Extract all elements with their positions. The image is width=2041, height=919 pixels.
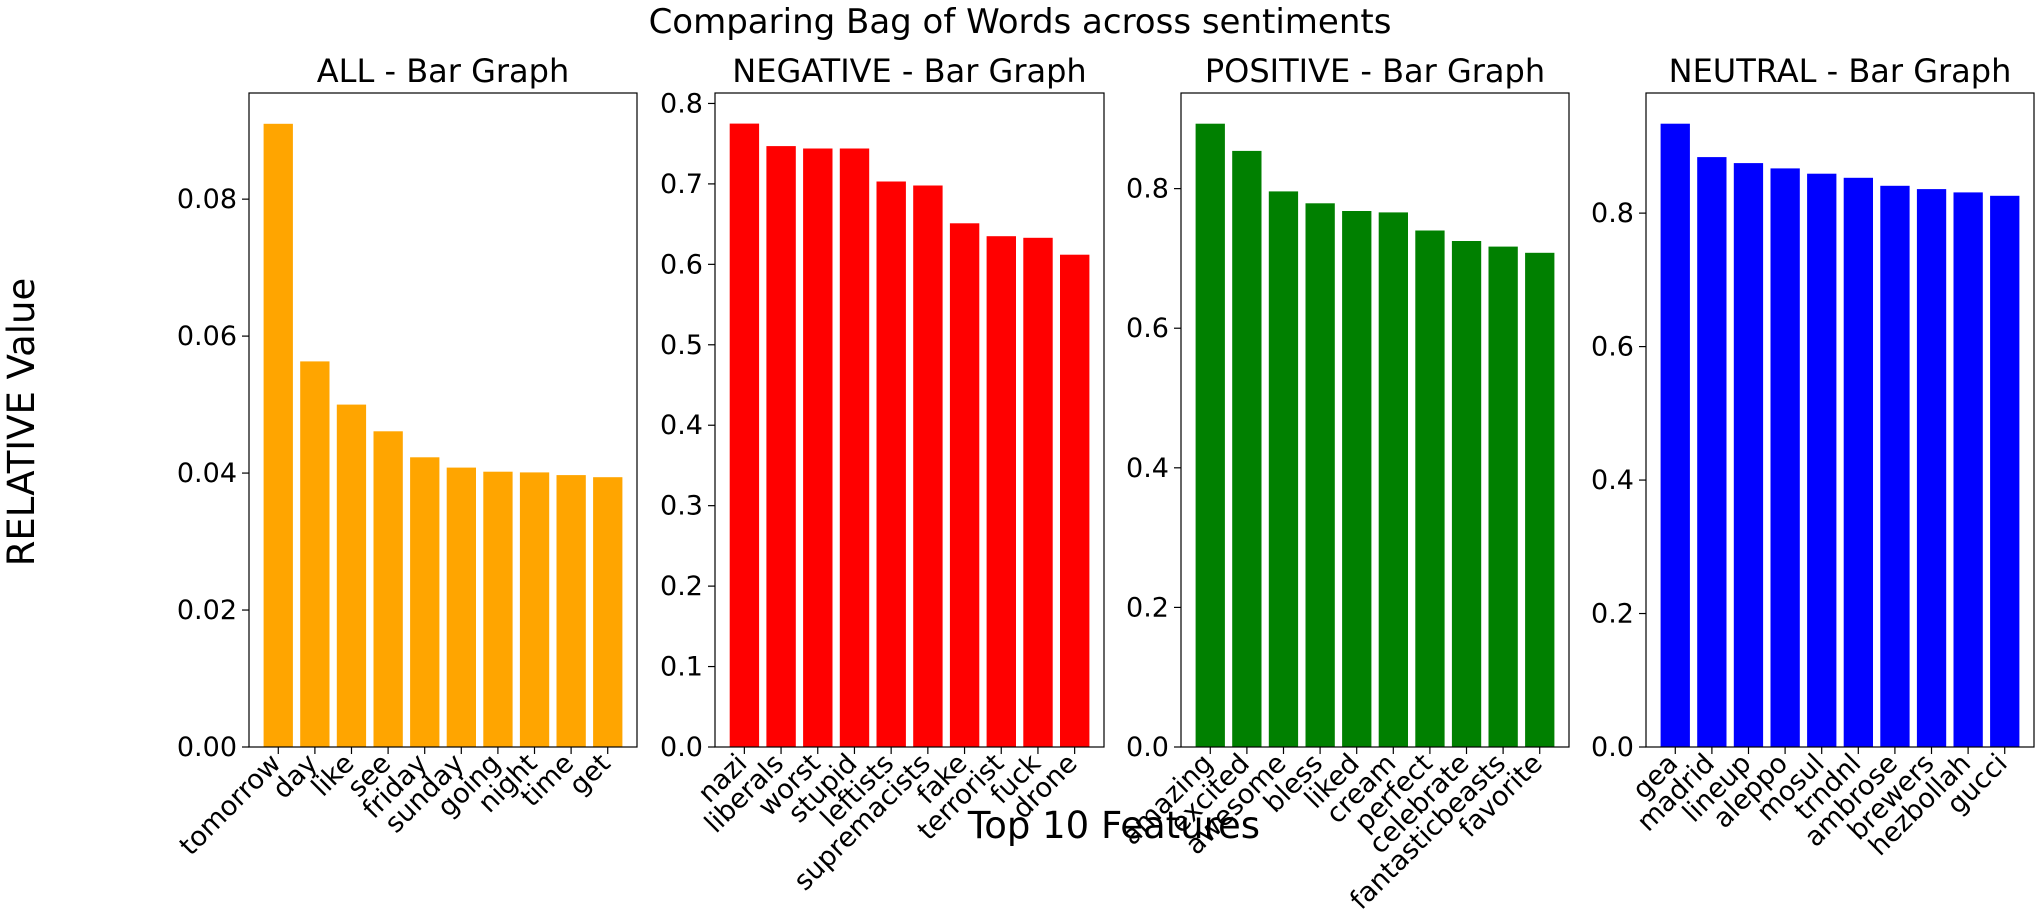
y-axis-label: RELATIVE Value — [0, 278, 43, 567]
y-tick-label: 0.0 — [1126, 732, 1169, 763]
bar-stupid — [839, 148, 870, 747]
bar-lineup — [1733, 163, 1764, 748]
y-tick-label: 0.2 — [1126, 592, 1169, 623]
bar-tomorrow — [263, 123, 293, 748]
x-tick-label: tomorrow — [174, 748, 288, 862]
y-tick-label: 0.3 — [660, 491, 703, 522]
bar-mosul — [1807, 173, 1837, 747]
axes-frame — [714, 92, 1105, 748]
bar-terrorist — [986, 236, 1016, 747]
y-tick-label: 0.00 — [177, 732, 237, 763]
y-tick-label: 0.4 — [1126, 453, 1169, 484]
bar-cream — [1378, 212, 1408, 747]
bar-fake — [949, 223, 980, 748]
bar-amazing — [1195, 123, 1225, 747]
bar-friday — [410, 457, 440, 747]
bar-gucci — [1990, 195, 2020, 748]
y-tick-label: 0.06 — [177, 321, 237, 352]
bar-worst — [803, 148, 833, 747]
bar-see — [373, 431, 403, 747]
bar-gea — [1660, 123, 1690, 747]
axes-frame — [1180, 92, 1570, 748]
y-tick-label: 0.08 — [177, 184, 237, 215]
bar-awesome — [1268, 191, 1299, 747]
bar-trndnl — [1843, 177, 1873, 748]
y-tick-label: 0.2 — [660, 571, 703, 602]
subplot-positive: amazingexcitedawesomeblesslikedcreamperf… — [1116, 52, 1570, 916]
bar-madrid — [1697, 157, 1727, 748]
bar-time — [556, 475, 586, 747]
bar-drone — [1060, 254, 1090, 747]
bar-perfect — [1415, 230, 1445, 747]
y-tick-label: 0.6 — [1126, 313, 1169, 344]
figure-title: Comparing Bag of Words across sentiments — [649, 2, 1392, 42]
y-tick-label: 0.04 — [177, 458, 237, 489]
y-tick-label: 0.4 — [1591, 465, 1634, 496]
y-tick-label: 0.8 — [1591, 198, 1634, 229]
bar-ambrose — [1880, 185, 1910, 748]
subplot-title: ALL - Bar Graph — [317, 52, 569, 90]
y-tick-label: 0.2 — [1591, 599, 1634, 630]
axes-frame — [1645, 92, 2035, 748]
y-tick-label: 0.0 — [1591, 732, 1634, 763]
bar-liberals — [766, 146, 796, 748]
subplot-all: tomorrowdaylikeseefridaysundaygoingnight… — [174, 52, 638, 862]
bar-aleppo — [1770, 168, 1800, 747]
bar-celebrate — [1451, 241, 1482, 747]
bar-get — [593, 477, 623, 747]
bar-going — [483, 471, 513, 747]
y-tick-label: 0.6 — [660, 249, 703, 280]
bar-brewers — [1916, 189, 1947, 748]
bar-leftists — [876, 181, 906, 747]
axes-frame — [248, 92, 638, 748]
subplot-title: NEGATIVE - Bar Graph — [732, 52, 1086, 90]
y-tick-label: 0.0 — [660, 732, 703, 763]
bar-liked — [1342, 211, 1372, 747]
y-tick-label: 0.7 — [660, 169, 703, 200]
subplot-neutral: geamadridlineupaleppomosultrndnlambroseb… — [1591, 52, 2035, 862]
subplot-title: POSITIVE - Bar Graph — [1205, 52, 1545, 90]
y-tick-label: 0.4 — [660, 410, 703, 441]
x-tick-label: get — [563, 748, 616, 801]
bar-excited — [1232, 150, 1262, 747]
subplot-title: NEUTRAL - Bar Graph — [1669, 52, 2012, 90]
bar-nazi — [729, 123, 760, 748]
bar-bless — [1305, 203, 1335, 748]
bar-sunday — [446, 467, 476, 747]
subplots: tomorrowdaylikeseefridaysundaygoingnight… — [174, 52, 2035, 916]
y-tick-label: 0.02 — [177, 595, 237, 626]
y-tick-label: 0.5 — [660, 330, 703, 361]
subplot-negative: naziliberalsworststupidleftistssupremaci… — [660, 52, 1105, 897]
x-axis-label: Top 10 Features — [967, 804, 1260, 847]
bar-hezbollah — [1953, 192, 1983, 747]
y-tick-label: 0.1 — [660, 652, 703, 683]
bar-fantasticbeasts — [1488, 246, 1518, 747]
y-tick-label: 0.8 — [660, 88, 703, 119]
bar-supremacists — [913, 185, 943, 747]
bar-day — [300, 361, 330, 747]
bar-favorite — [1525, 252, 1555, 748]
y-tick-label: 0.8 — [1126, 174, 1169, 205]
bar-fuck — [1023, 237, 1053, 748]
bar-night — [519, 472, 550, 747]
bar-like — [336, 404, 367, 747]
y-tick-label: 0.6 — [1591, 332, 1634, 363]
